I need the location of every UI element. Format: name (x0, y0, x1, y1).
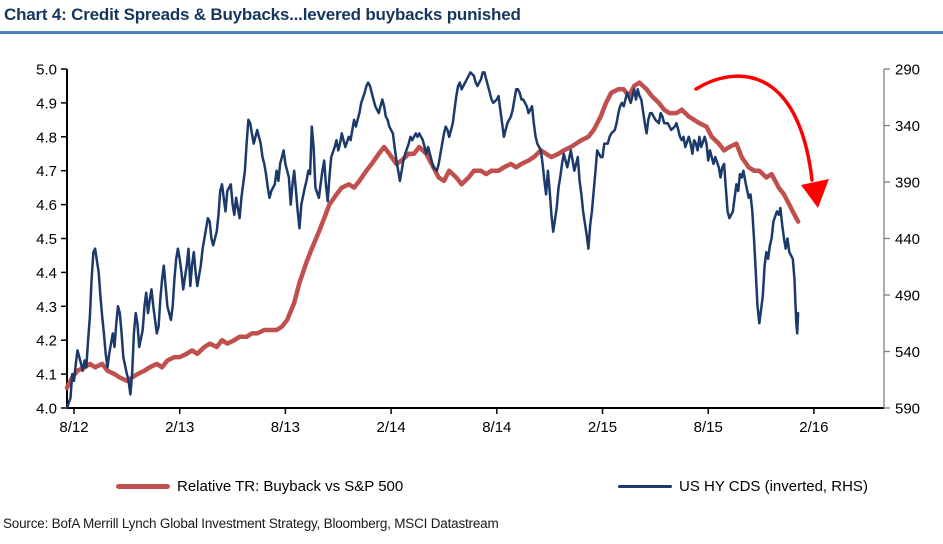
y-left-tick-label: 4.8 (36, 129, 57, 146)
y-left-tick-label: 4.3 (36, 299, 57, 316)
decline-arrow-annotation (694, 74, 814, 182)
y-left-tick-label: 4.4 (36, 265, 57, 282)
legend-label-buyback: Relative TR: Buyback vs S&P 500 (177, 477, 404, 495)
x-tick-label: 8/14 (482, 419, 511, 436)
x-tick-label: 8/12 (59, 419, 88, 436)
y-left-tick-label: 4.6 (36, 197, 57, 214)
x-tick-label: 8/15 (694, 419, 723, 436)
y-right-tick-label: 490 (895, 288, 920, 305)
y-left-tick-label: 5.0 (36, 62, 57, 79)
x-tick-label: 2/14 (377, 419, 406, 436)
legend-entry-cds: US HY CDS (inverted, RHS) (618, 477, 868, 495)
y-right-tick-label: 390 (895, 175, 920, 192)
y-left-tick-label: 4.9 (36, 95, 57, 112)
y-left-tick-label: 4.7 (36, 163, 57, 180)
source-attribution: Source: BofA Merrill Lynch Global Invest… (3, 516, 499, 531)
y-right-tick-label: 440 (895, 231, 920, 248)
legend-swatch-cds-navy-line (618, 484, 672, 488)
y-left-tick-label: 4.5 (36, 231, 57, 248)
x-tick-label: 2/16 (799, 419, 828, 436)
legend-entry-buyback: Relative TR: Buyback vs S&P 500 (116, 477, 403, 495)
y-right-tick-label: 340 (895, 118, 920, 135)
y-left-tick-label: 4.0 (36, 401, 57, 418)
chart-title: Chart 4: Credit Spreads & Buybacks...lev… (0, 2, 943, 34)
y-right-tick-label: 540 (895, 344, 920, 361)
y-right-tick-label: 590 (895, 401, 920, 418)
y-right-tick-label: 290 (895, 62, 920, 79)
legend-swatch-buyback-red-line (116, 483, 170, 489)
x-tick-label: 2/13 (165, 419, 194, 436)
x-tick-label: 2/15 (588, 419, 617, 436)
legend-label-cds: US HY CDS (inverted, RHS) (679, 477, 868, 495)
decline-arrow-head (801, 179, 829, 208)
y-left-tick-label: 4.2 (36, 333, 57, 350)
series-us-hy-cds (65, 71, 800, 410)
x-tick-label: 8/13 (271, 419, 300, 436)
y-left-tick-label: 4.1 (36, 367, 57, 384)
series-buyback-relative-tr (64, 80, 801, 390)
